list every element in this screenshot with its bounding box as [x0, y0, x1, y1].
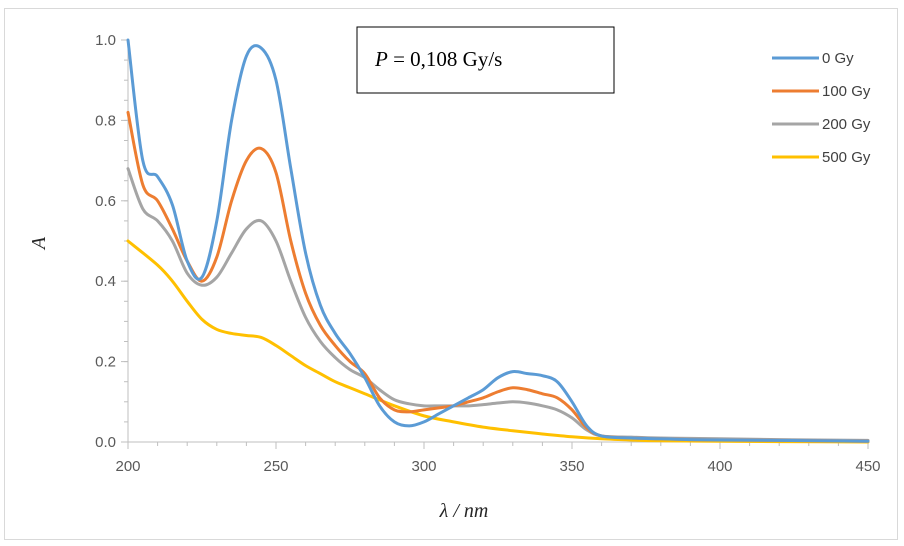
series-line-0-gy: [126, 38, 870, 443]
x-tick-label: 200: [115, 458, 140, 475]
line-chart: 0.0 0.2 0.4 0.6 0.8 1.0 200 250 300 350 400 450 0 G…: [28, 26, 881, 522]
legend: 0 Gy 100 Gy 200 Gy 500 Gy: [772, 50, 871, 166]
x-tick-label: 450: [855, 458, 880, 475]
x-tick-label: 400: [707, 458, 732, 475]
x-axis-title: λ / nm: [439, 500, 489, 522]
axes: 0.0 0.2 0.4 0.6 0.8 1.0 200 250 300 350 400 450: [95, 32, 880, 475]
annotation-box: P = 0,108 Gy/s: [356, 26, 615, 94]
y-tick-label: 1.0: [95, 32, 116, 49]
y-tick-label: 0.8: [95, 112, 116, 129]
annotation-text: P = 0,108 Gy/s: [374, 47, 502, 71]
legend-label: 0 Gy: [822, 50, 854, 67]
x-tick-label: 300: [411, 458, 436, 475]
series-line-200-gy: [126, 167, 870, 442]
y-tick-label: 0.4: [95, 273, 116, 290]
legend-label: 200 Gy: [822, 116, 871, 133]
legend-label: 100 Gy: [822, 83, 871, 100]
y-axis-title: A: [28, 236, 50, 251]
annotation-value: = 0,108 Gy/s: [388, 47, 503, 71]
y-tick-label: 0.2: [95, 354, 116, 371]
y-tick-label: 0.6: [95, 193, 116, 210]
series-layer: [126, 38, 870, 444]
x-tick-label: 350: [559, 458, 584, 475]
y-tick-label: 0.0: [95, 434, 116, 451]
annotation-border: [356, 26, 615, 94]
x-tick-label: 250: [263, 458, 288, 475]
legend-label: 500 Gy: [822, 149, 871, 166]
series-line-500-gy: [126, 239, 870, 444]
annotation-symbol: P: [374, 47, 388, 71]
chart-frame: 0.0 0.2 0.4 0.6 0.8 1.0 200 250 300 350 400 450 0 G…: [4, 8, 898, 540]
series-line-100-gy: [126, 110, 870, 443]
